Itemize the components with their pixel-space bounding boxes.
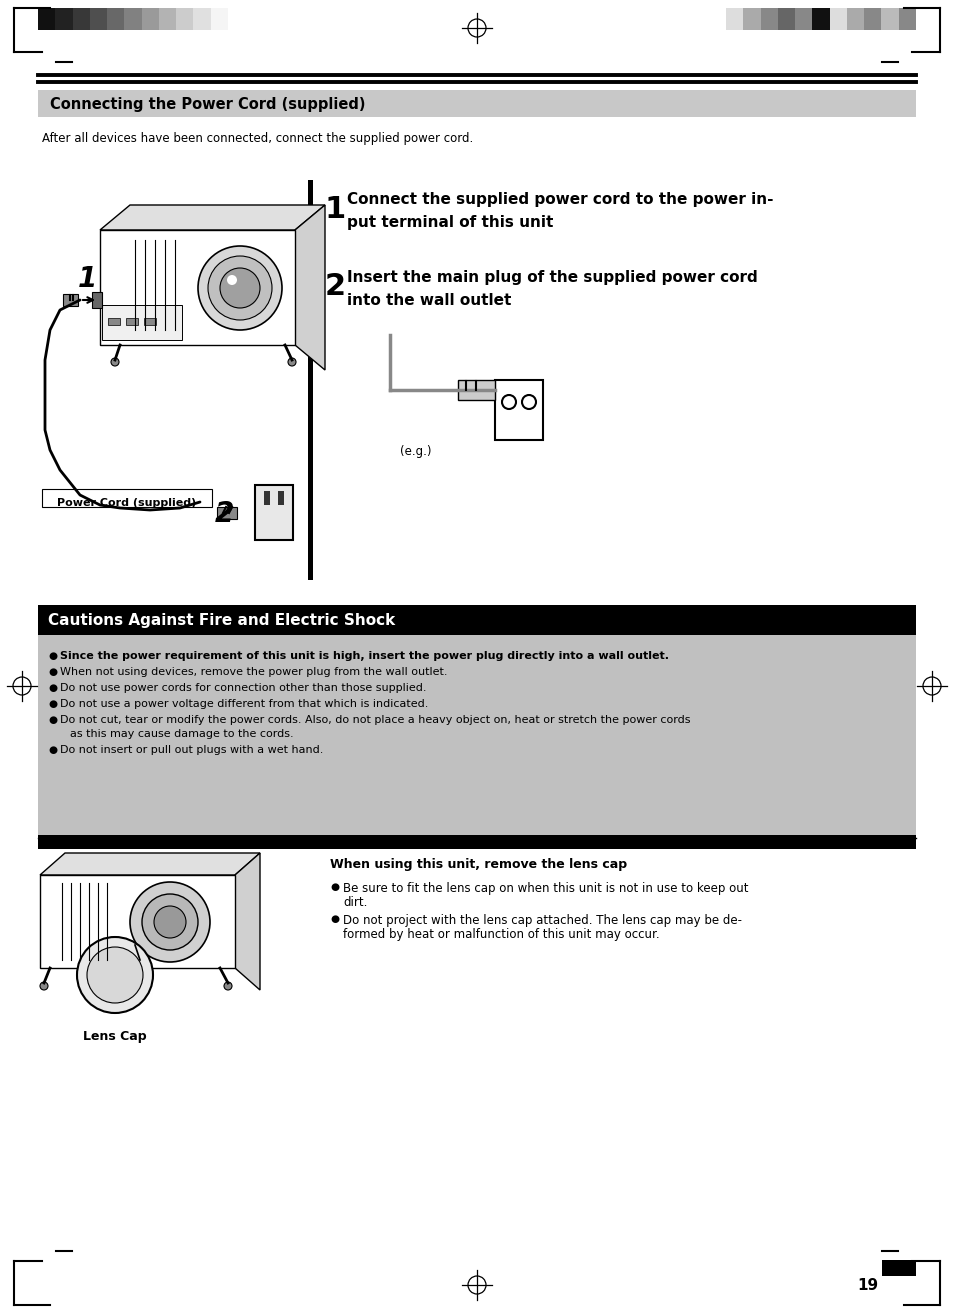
Bar xyxy=(102,305,182,340)
Polygon shape xyxy=(40,874,234,968)
Bar xyxy=(216,507,236,519)
Text: 19: 19 xyxy=(856,1278,877,1293)
Circle shape xyxy=(198,246,282,330)
Circle shape xyxy=(288,358,295,366)
Text: ●: ● xyxy=(48,667,57,678)
Bar xyxy=(107,8,124,30)
Bar xyxy=(725,8,742,30)
Text: as this may cause damage to the cords.: as this may cause damage to the cords. xyxy=(70,729,294,739)
Circle shape xyxy=(153,906,186,937)
Text: When not using devices, remove the power plug from the wall outlet.: When not using devices, remove the power… xyxy=(60,667,447,678)
Bar xyxy=(846,8,863,30)
Text: Do not use a power voltage different from that which is indicated.: Do not use a power voltage different fro… xyxy=(60,699,428,709)
Bar xyxy=(308,180,313,580)
Text: ●: ● xyxy=(330,914,338,924)
Bar xyxy=(898,8,915,30)
Text: ●: ● xyxy=(48,744,57,755)
Text: (e.g.): (e.g.) xyxy=(399,445,431,458)
Circle shape xyxy=(40,982,48,990)
Bar xyxy=(141,8,159,30)
Text: into the wall outlet: into the wall outlet xyxy=(347,293,511,309)
Text: Do not use power cords for connection other than those supplied.: Do not use power cords for connection ot… xyxy=(60,683,426,693)
Bar xyxy=(812,8,829,30)
Bar xyxy=(264,491,270,506)
Bar xyxy=(42,488,212,507)
Bar xyxy=(63,294,78,306)
Text: ●: ● xyxy=(48,699,57,709)
Circle shape xyxy=(501,395,516,410)
Text: When using this unit, remove the lens cap: When using this unit, remove the lens ca… xyxy=(330,857,626,871)
Circle shape xyxy=(224,982,232,990)
Bar xyxy=(211,8,228,30)
Bar xyxy=(742,8,760,30)
Text: Insert the main plug of the supplied power cord: Insert the main plug of the supplied pow… xyxy=(347,270,757,285)
Circle shape xyxy=(87,947,143,1003)
Bar xyxy=(777,8,794,30)
Text: Do not project with the lens cap attached. The lens cap may be de-: Do not project with the lens cap attache… xyxy=(343,914,741,927)
Polygon shape xyxy=(100,230,294,345)
Text: 1: 1 xyxy=(325,196,346,225)
Bar xyxy=(38,605,915,635)
Bar xyxy=(38,635,915,835)
Polygon shape xyxy=(40,853,260,874)
Bar xyxy=(124,8,141,30)
Text: Connecting the Power Cord (supplied): Connecting the Power Cord (supplied) xyxy=(50,97,365,112)
Bar xyxy=(863,8,881,30)
Bar xyxy=(882,1260,915,1276)
Bar xyxy=(55,8,72,30)
Bar xyxy=(794,8,812,30)
Bar xyxy=(176,8,193,30)
Text: formed by heat or malfunction of this unit may occur.: formed by heat or malfunction of this un… xyxy=(343,928,659,941)
Bar xyxy=(760,8,777,30)
Bar xyxy=(457,379,495,400)
Bar xyxy=(90,8,107,30)
Bar xyxy=(108,318,120,326)
Text: 1: 1 xyxy=(78,265,97,293)
Bar xyxy=(254,484,293,540)
Bar xyxy=(38,91,915,117)
Polygon shape xyxy=(234,853,260,990)
Bar xyxy=(126,318,138,326)
Text: Power Cord (supplied): Power Cord (supplied) xyxy=(57,498,196,508)
Bar xyxy=(72,8,90,30)
Bar xyxy=(193,8,211,30)
Circle shape xyxy=(227,274,236,285)
Bar xyxy=(91,291,102,309)
Text: Connect the supplied power cord to the power in-: Connect the supplied power cord to the p… xyxy=(347,192,773,207)
Text: Cautions Against Fire and Electric Shock: Cautions Against Fire and Electric Shock xyxy=(48,613,395,629)
Circle shape xyxy=(521,395,536,410)
Text: ●: ● xyxy=(330,882,338,892)
Circle shape xyxy=(77,937,152,1014)
Text: 2: 2 xyxy=(214,500,234,528)
Bar xyxy=(159,8,176,30)
Text: ●: ● xyxy=(48,683,57,693)
Text: Do not insert or pull out plugs with a wet hand.: Do not insert or pull out plugs with a w… xyxy=(60,744,323,755)
Circle shape xyxy=(111,358,119,366)
Text: ●: ● xyxy=(48,651,57,660)
Bar xyxy=(277,491,284,506)
Text: ●: ● xyxy=(48,716,57,725)
Bar xyxy=(495,379,542,440)
Text: Do not cut, tear or modify the power cords. Also, do not place a heavy object on: Do not cut, tear or modify the power cor… xyxy=(60,716,690,725)
Bar xyxy=(38,835,915,850)
Circle shape xyxy=(142,894,198,951)
Circle shape xyxy=(130,882,210,962)
Bar xyxy=(38,8,55,30)
Text: Lens Cap: Lens Cap xyxy=(83,1029,147,1043)
Circle shape xyxy=(220,268,260,309)
Polygon shape xyxy=(294,205,325,370)
Polygon shape xyxy=(100,205,325,230)
Text: Since the power requirement of this unit is high, insert the power plug directly: Since the power requirement of this unit… xyxy=(60,651,668,660)
Text: dirt.: dirt. xyxy=(343,895,367,909)
Bar xyxy=(881,8,898,30)
Bar xyxy=(144,318,156,326)
Text: put terminal of this unit: put terminal of this unit xyxy=(347,215,553,230)
Bar xyxy=(829,8,846,30)
Text: Be sure to fit the lens cap on when this unit is not in use to keep out: Be sure to fit the lens cap on when this… xyxy=(343,882,748,895)
Circle shape xyxy=(208,256,272,320)
Text: After all devices have been connected, connect the supplied power cord.: After all devices have been connected, c… xyxy=(42,133,473,144)
Text: 2: 2 xyxy=(325,272,346,301)
